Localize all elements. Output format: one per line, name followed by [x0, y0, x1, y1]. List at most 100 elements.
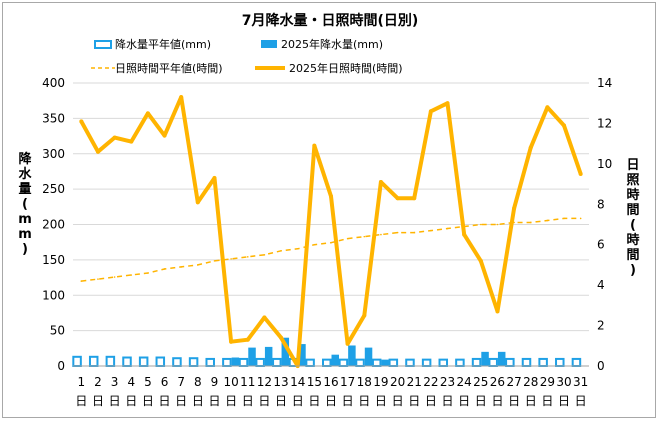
bar-normal-precip — [538, 357, 548, 367]
chart-frame: 7月降水量・日照時間(日別) 降水量平年値(mm) 2025年降水量(mm) 日照時… — [2, 2, 656, 418]
point-2025-sunshine — [79, 119, 84, 124]
x-tick-unit: 日 — [475, 394, 487, 408]
x-tick-unit: 日 — [92, 394, 104, 408]
bar-2025-precip — [481, 351, 489, 366]
x-tick-label: 3 — [111, 375, 119, 389]
x-tick-unit: 日 — [275, 394, 287, 408]
y-left-tick-label: 350 — [42, 111, 65, 125]
bar-2025-precip — [231, 357, 240, 366]
point-2025-sunshine — [329, 194, 333, 199]
bar-normal-precip — [338, 358, 349, 368]
y-right-axis-title: 日照時間(時間) — [626, 158, 639, 278]
point-normal-sunshine — [330, 241, 332, 244]
bar-2025-precip — [364, 347, 373, 366]
point-2025-sunshine — [578, 171, 583, 176]
y-left-tick-label: 200 — [42, 218, 65, 232]
point-normal-sunshine — [380, 233, 382, 236]
x-tick-label: 26 — [490, 375, 505, 389]
bar-2025-precip — [381, 359, 389, 366]
x-tick-label: 10 — [223, 375, 238, 389]
x-tick-unit: 日 — [342, 394, 354, 408]
point-normal-sunshine — [546, 219, 549, 222]
point-2025-sunshine — [279, 335, 284, 340]
x-tick-unit: 日 — [208, 394, 220, 408]
legend-swatch-2025-precip — [261, 40, 277, 48]
x-tick-unit: 日 — [458, 394, 470, 408]
x-tick-unit: 日 — [392, 394, 404, 408]
point-2025-sunshine — [179, 95, 184, 100]
point-2025-sunshine — [445, 101, 450, 106]
y-right-tick-label: 2 — [597, 319, 605, 333]
point-normal-sunshine — [529, 221, 532, 224]
point-normal-sunshine — [446, 227, 449, 230]
bar-2025-precip — [298, 344, 306, 366]
legend: 降水量平年値(mm) 2025年降水量(mm) 日照時間平年値(時間) 2025年日照… — [91, 37, 403, 75]
bar-normal-precip — [455, 358, 465, 368]
x-tick-unit: 日 — [508, 394, 520, 408]
x-tick-unit: 日 — [142, 394, 154, 408]
y-left-tick-label: 0 — [57, 359, 65, 373]
axes: 050100150200250300350400024681012141日2日3… — [42, 76, 612, 408]
bar-normal-precip — [238, 357, 249, 367]
point-2025-sunshine — [495, 309, 500, 314]
x-tick-unit: 日 — [491, 394, 503, 408]
bar-normal-precip — [405, 358, 415, 368]
x-tick-label: 17 — [340, 375, 355, 389]
legend-label: 2025年日照時間(時間) — [289, 61, 403, 75]
point-normal-sunshine — [313, 243, 316, 246]
point-2025-sunshine — [162, 133, 167, 138]
y-right-tick-label: 0 — [597, 359, 605, 373]
x-tick-label: 21 — [407, 375, 422, 389]
x-tick-label: 28 — [523, 375, 538, 389]
x-tick-unit: 日 — [408, 394, 420, 408]
y-left-tick-label: 150 — [42, 253, 65, 267]
x-tick-label: 25 — [473, 375, 488, 389]
bar-normal-precip — [172, 357, 182, 367]
legend-label: 2025年降水量(mm) — [281, 37, 383, 51]
point-normal-sunshine — [197, 264, 199, 266]
bar-normal-precip — [88, 355, 99, 367]
bar-normal-precip — [122, 356, 132, 368]
x-tick-label: 4 — [127, 375, 135, 389]
x-tick-label: 20 — [390, 375, 405, 389]
point-2025-sunshine — [545, 105, 550, 110]
y-left-tick-label: 400 — [42, 76, 65, 90]
bar-normal-precip — [505, 357, 515, 367]
x-tick-label: 24 — [457, 375, 472, 389]
point-2025-sunshine — [462, 232, 467, 237]
x-tick-label: 8 — [194, 375, 202, 389]
y-left-tick-label: 100 — [42, 288, 65, 302]
point-normal-sunshine — [363, 235, 366, 238]
bar-normal-precip — [322, 358, 332, 368]
bar-normal-precip — [272, 357, 282, 367]
y-left-tick-label: 300 — [42, 147, 65, 161]
bar-normal-precip — [555, 357, 565, 367]
x-tick-unit: 日 — [75, 394, 87, 408]
bar-2025-precip — [264, 346, 273, 366]
y-right-tick-label: 14 — [597, 76, 612, 90]
x-tick-label: 29 — [540, 375, 555, 389]
point-2025-sunshine — [112, 135, 117, 140]
point-normal-sunshine — [213, 260, 216, 262]
legend-swatch-normal-precip — [94, 40, 112, 49]
bar-normal-precip — [138, 356, 149, 368]
x-tick-unit: 日 — [541, 394, 553, 408]
x-tick-unit: 日 — [292, 394, 304, 408]
x-tick-label: 30 — [556, 375, 571, 389]
x-tick-label: 1 — [78, 375, 86, 389]
bar-layer — [72, 337, 582, 368]
point-2025-sunshine — [512, 206, 517, 211]
bar-normal-precip — [155, 356, 166, 368]
x-tick-label: 15 — [307, 375, 322, 389]
bar-2025-precip — [281, 337, 290, 366]
point-2025-sunshine — [245, 337, 250, 342]
bar-normal-precip — [355, 358, 365, 368]
bar-normal-precip — [105, 355, 116, 367]
point-normal-sunshine — [563, 217, 565, 220]
x-tick-label: 31 — [573, 375, 588, 389]
point-2025-sunshine — [378, 180, 383, 185]
x-tick-label: 19 — [373, 375, 388, 389]
point-2025-sunshine — [312, 143, 317, 148]
x-tick-unit: 日 — [159, 394, 171, 408]
x-tick-unit: 日 — [325, 394, 337, 408]
